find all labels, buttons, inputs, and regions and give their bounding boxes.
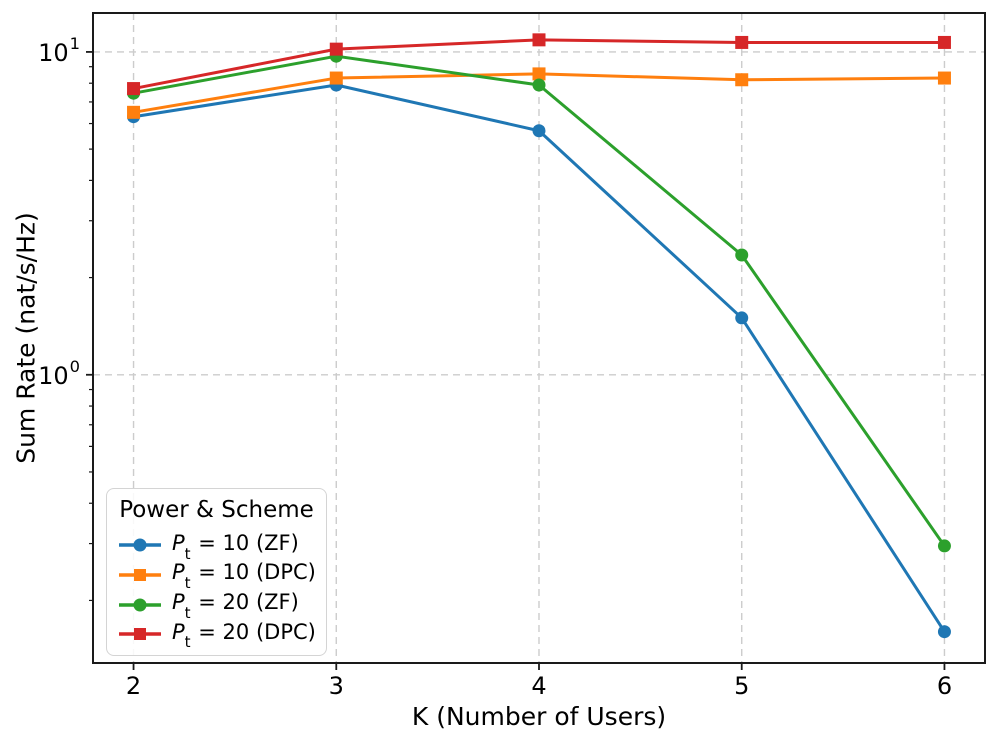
data-point-marker	[329, 71, 343, 85]
data-point-marker	[735, 311, 749, 325]
legend-sub: t	[184, 633, 191, 652]
x-axis-title: K (Number of Users)	[411, 702, 667, 731]
legend-var: P	[172, 589, 185, 614]
legend-sample-line-square-icon	[119, 568, 161, 581]
legend-item-pt10-dpc: Pt = 10 (DPC)	[117, 560, 316, 591]
legend-sample-marker	[134, 628, 146, 641]
legend-item-pt20-dpc: Pt = 20 (DPC)	[117, 619, 316, 650]
x-tick-label-3: 3	[328, 672, 344, 700]
legend-rest: = 20 (ZF)	[191, 589, 299, 614]
y-tick-base: 10	[38, 38, 69, 67]
legend-var: P	[172, 560, 185, 585]
legend-rest: = 20 (DPC)	[191, 619, 316, 644]
legend-item-label: Pt = 20 (ZF)	[172, 589, 299, 620]
legend-title: Power & Scheme	[119, 497, 314, 523]
legend-sample-marker	[134, 568, 146, 581]
legend: Power & Scheme Pt = 10 (ZF) Pt = 10 (DPC…	[106, 488, 327, 656]
legend-sub: t	[184, 603, 191, 622]
data-point-marker	[937, 539, 951, 553]
data-point-marker	[937, 35, 951, 49]
data-point-marker	[329, 42, 343, 56]
data-point-marker	[735, 73, 749, 87]
legend-sample-line-circle-icon	[119, 598, 161, 612]
legend-item-pt20-zf: Pt = 20 (ZF)	[117, 590, 316, 620]
legend-var: P	[172, 619, 185, 644]
data-point-marker	[937, 625, 951, 639]
legend-sample-marker	[133, 538, 147, 552]
legend-item-label: Pt = 20 (DPC)	[172, 619, 316, 650]
y-tick-exponent: 0	[69, 357, 80, 377]
legend-rest: = 10 (DPC)	[191, 560, 316, 585]
data-point-marker	[127, 82, 141, 96]
x-tick-label-6: 6	[936, 672, 953, 700]
legend-item-pt10-zf: Pt = 10 (ZF)	[117, 530, 316, 561]
legend-item-label: Pt = 10 (ZF)	[172, 530, 299, 561]
legend-var: P	[172, 530, 185, 555]
x-tick-label-5: 5	[734, 672, 750, 700]
legend-sample-line-circle-icon	[119, 538, 161, 552]
y-tick-base: 10	[38, 361, 69, 390]
y-tick-label-1: 100	[8, 359, 80, 390]
legend-sub: t	[184, 574, 191, 593]
data-point-marker	[532, 124, 546, 138]
data-point-marker	[127, 105, 141, 119]
data-point-marker	[735, 248, 749, 262]
y-tick-exponent: 1	[69, 34, 80, 54]
legend-sample-marker	[133, 598, 147, 612]
legend-rest: = 10 (ZF)	[191, 530, 299, 555]
legend-sub: t	[184, 544, 191, 563]
y-tick-label-10: 101	[8, 36, 80, 67]
y-axis-title: Sum Rate (nat/s/Hz)	[11, 212, 41, 464]
data-point-marker	[532, 67, 546, 81]
x-tick-label-2: 2	[125, 672, 142, 700]
data-point-marker	[532, 33, 546, 47]
data-point-marker	[532, 78, 546, 92]
data-point-marker	[735, 35, 749, 49]
legend-sample-line-square-icon	[119, 628, 161, 641]
legend-item-label: Pt = 10 (DPC)	[172, 560, 316, 591]
data-point-marker	[937, 71, 951, 85]
x-tick-label-4: 4	[531, 672, 547, 700]
